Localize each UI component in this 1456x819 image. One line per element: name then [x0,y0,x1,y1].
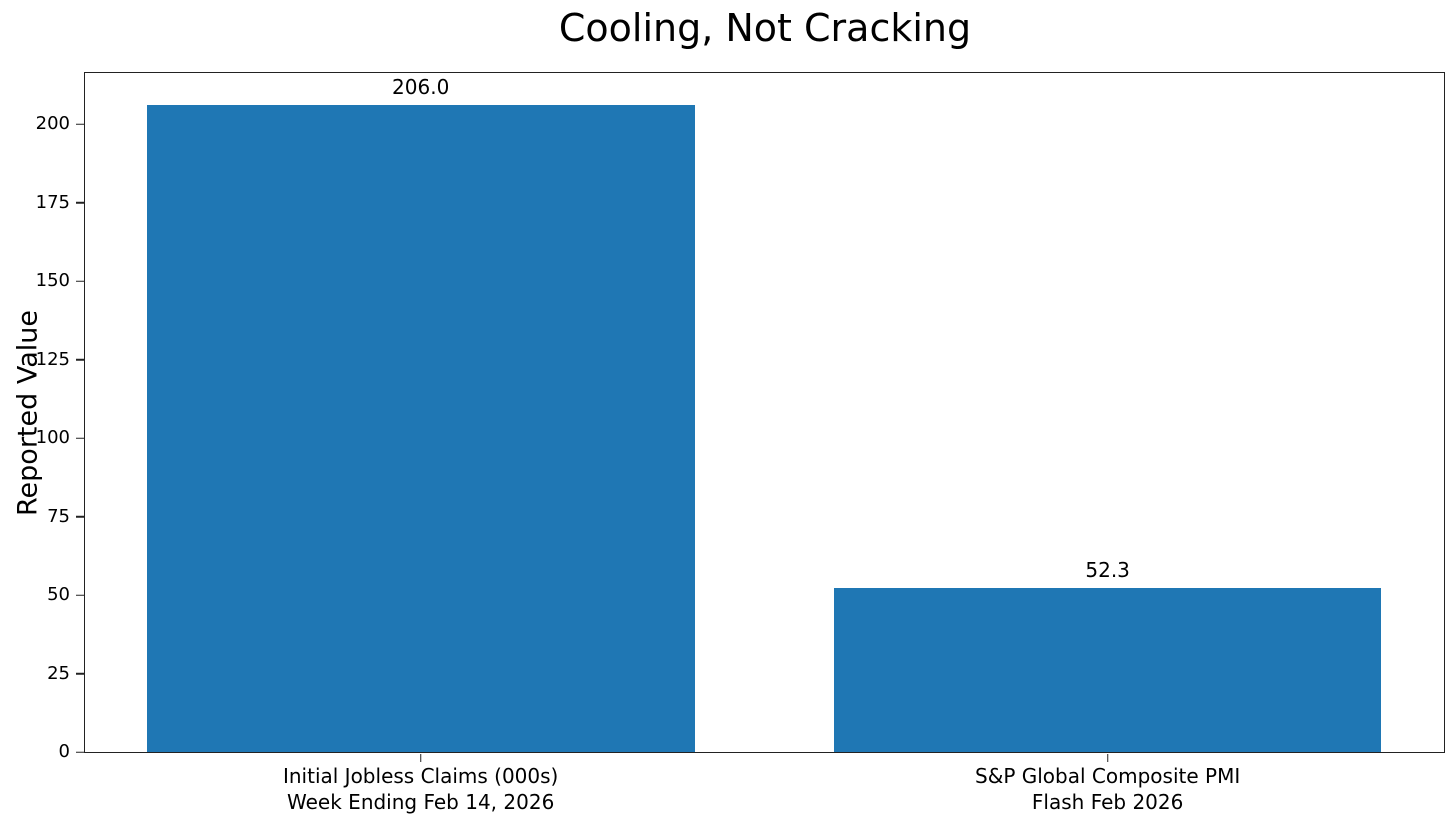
plot-area: 0 25 50 75 100 125 150 175 200 206.0 Initial Joble… [36,72,1445,814]
bar-value-label: 52.3 [1085,557,1130,582]
x-category-line: Week Ending Feb 14, 2026 [287,790,555,814]
x-tick-mark [419,753,422,762]
y-tick-mark [75,594,84,596]
bar [146,105,695,752]
y-tick-mark [75,515,84,518]
bar-value-label: 206.0 [392,75,450,100]
x-category-line: Flash Feb 2026 [1031,790,1184,814]
y-tick-label: 75 [47,505,70,527]
y-tick-label: 150 [35,270,70,292]
x-tick-mark [1106,753,1109,762]
x-category-line: S&P Global Composite PMI [975,764,1241,788]
y-tick-label: 175 [35,191,70,213]
y-tick-mark [75,358,84,361]
y-tick-mark [75,672,84,675]
y-tick-mark [75,280,84,282]
y-tick-mark [75,201,84,204]
y-tick-mark [75,123,84,125]
y-tick-label: 25 [47,662,70,684]
x-category-label: S&P Global Composite PMI Flash Feb 2026 [975,763,1240,815]
y-tick-label: 50 [47,584,70,606]
y-tick-label: 100 [35,427,70,449]
y-tick-label: 0 [58,741,70,762]
x-category-label: Initial Jobless Claims (000s) Week Ending… [283,763,558,815]
chart-title: Cooling, Not Cracking [558,6,972,50]
y-axis-label: Reported Value [12,310,44,516]
bar [833,587,1382,752]
y-tick-label: 125 [35,348,70,370]
y-tick-mark [75,437,84,439]
y-tick-label: 200 [35,113,70,135]
y-tick-mark [75,751,84,753]
x-category-line: Initial Jobless Claims (000s) [282,764,559,788]
